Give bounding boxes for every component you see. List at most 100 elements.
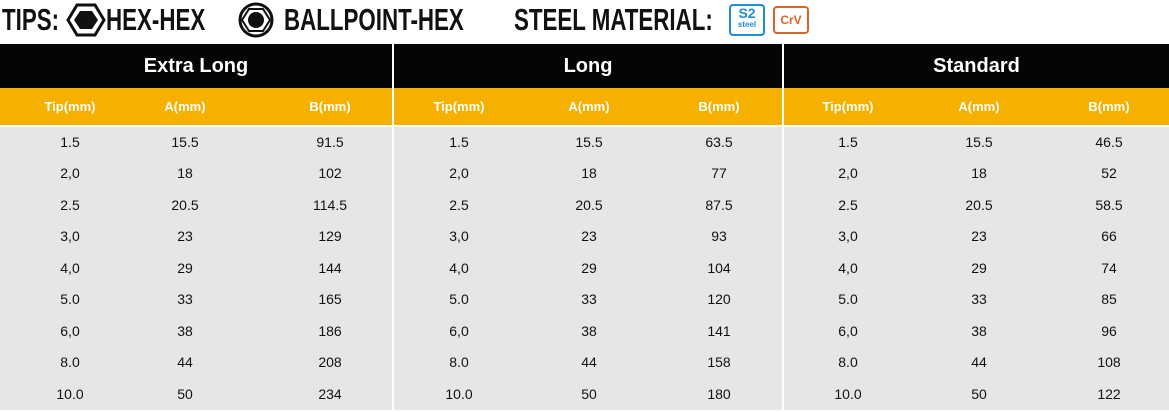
table-cell: 29 [971, 259, 987, 276]
table-cell: 15.5 [171, 134, 199, 150]
group-body [784, 127, 1169, 410]
table-cell: 4,0 [60, 259, 80, 276]
column-header: A(mm) [568, 99, 610, 114]
table-cell: 1.5 [838, 134, 858, 150]
table-cell: 10.0 [56, 385, 84, 402]
ballpoint-label: BALLPOINT-HEX [284, 2, 464, 37]
table-cell: 3,0 [449, 228, 469, 245]
s2-sub: steel [737, 20, 757, 29]
table-cell: 15.5 [965, 134, 993, 150]
tips-label: TIPS: [2, 2, 60, 37]
table-cell: 29 [581, 259, 597, 276]
table-cell: 18 [581, 165, 597, 182]
table-cell: 3,0 [60, 228, 80, 245]
table-cell: 158 [707, 354, 731, 371]
table-cell: 186 [318, 322, 342, 339]
table-cell: 38 [581, 322, 597, 339]
table-cell: 6,0 [60, 322, 80, 339]
table-cell: 234 [318, 385, 342, 402]
table-cell: 180 [707, 385, 731, 402]
table-cell: 6,0 [449, 322, 469, 339]
table-cell: 52 [1101, 165, 1117, 182]
table-cell: 165 [318, 291, 342, 308]
table-cell: 129 [318, 228, 342, 245]
table-cell: 208 [318, 354, 342, 371]
column-header: Tip(mm) [44, 99, 96, 114]
column-header-bar [784, 88, 1169, 125]
table-cell: 10.0 [445, 385, 473, 402]
table-cell: 23 [177, 228, 193, 245]
group-header: Extra Long [0, 44, 392, 88]
table-cell: 33 [177, 291, 193, 308]
column-header: Tip(mm) [822, 99, 874, 114]
table-cell: 18 [177, 165, 193, 182]
table-cell: 50 [581, 385, 597, 402]
table-cell: 50 [177, 385, 193, 402]
table-cell: 8.0 [449, 354, 469, 371]
table-cell: 114.5 [313, 196, 347, 213]
table-cell: 2.5 [60, 196, 80, 213]
column-header-bar [0, 88, 392, 125]
table-cell: 93 [711, 228, 727, 245]
group-body [0, 127, 392, 410]
table-cell: 1.5 [60, 134, 80, 150]
table-cell: 5.0 [838, 291, 858, 308]
table-cell: 8.0 [60, 354, 80, 371]
table-cell: 29 [177, 259, 193, 276]
table-cell: 4,0 [449, 259, 469, 276]
column-header: B(mm) [309, 99, 351, 114]
table-cell: 50 [971, 385, 987, 402]
table-cell: 38 [177, 322, 193, 339]
table-cell: 8.0 [838, 354, 858, 371]
column-header: B(mm) [698, 99, 740, 114]
table-cell: 104 [707, 259, 731, 276]
table-cell: 2,0 [449, 165, 469, 182]
column-header: A(mm) [958, 99, 1000, 114]
header: TIPS: HEX-HEX BALLPOINT-HEX STEEL MATERI… [2, 0, 809, 40]
table-cell: 20.5 [965, 196, 993, 213]
table-cell: 102 [318, 165, 342, 182]
column-header: Tip(mm) [433, 99, 485, 114]
table-cell: 74 [1101, 259, 1117, 276]
table-cell: 15.5 [575, 134, 603, 150]
table-cell: 85 [1101, 291, 1117, 308]
crv-badge: CrV [773, 6, 809, 34]
table-cell: 23 [971, 228, 987, 245]
table-cell: 18 [971, 165, 987, 182]
s2-text: S2 [738, 5, 756, 21]
group-header: Standard [784, 44, 1169, 88]
column-header: B(mm) [1088, 99, 1130, 114]
table-cell: 44 [581, 354, 597, 371]
s2-badge: S2 steel [729, 4, 765, 36]
table-cell: 4,0 [838, 259, 858, 276]
table-cell: 2.5 [449, 196, 469, 213]
table-cell: 33 [971, 291, 987, 308]
table-cell: 10.0 [834, 385, 862, 402]
table-cell: 87.5 [705, 196, 733, 213]
table-cell: 1.5 [449, 134, 469, 150]
table-cell: 63.5 [705, 134, 733, 150]
table-cell: 44 [177, 354, 193, 371]
table-cell: 2.5 [838, 196, 858, 213]
table-cell: 96 [1101, 322, 1117, 339]
table-cell: 3,0 [838, 228, 858, 245]
table-cell: 6,0 [838, 322, 858, 339]
table-cell: 2,0 [838, 165, 858, 182]
column-header-bar [394, 88, 782, 125]
table-cell: 66 [1101, 228, 1117, 245]
table-cell: 44 [971, 354, 987, 371]
table-cell: 38 [971, 322, 987, 339]
table-cell: 46.5 [1095, 134, 1123, 150]
hex-hex-label: HEX-HEX [106, 2, 206, 37]
spec-table: Extra Long Tip(mm) A(mm) B(mm) 1.5 15.5 91.5 2,… [0, 44, 1169, 412]
hex-hex-icon [66, 3, 106, 37]
group-header: Long [394, 44, 782, 88]
table-cell: 2,0 [60, 165, 80, 182]
table-cell: 5.0 [449, 291, 469, 308]
table-cell: 5.0 [60, 291, 80, 308]
table-cell: 144 [318, 259, 342, 276]
table-cell: 20.5 [575, 196, 603, 213]
table-cell: 91.5 [316, 134, 344, 150]
steel-label: STEEL MATERIAL: [514, 2, 713, 37]
